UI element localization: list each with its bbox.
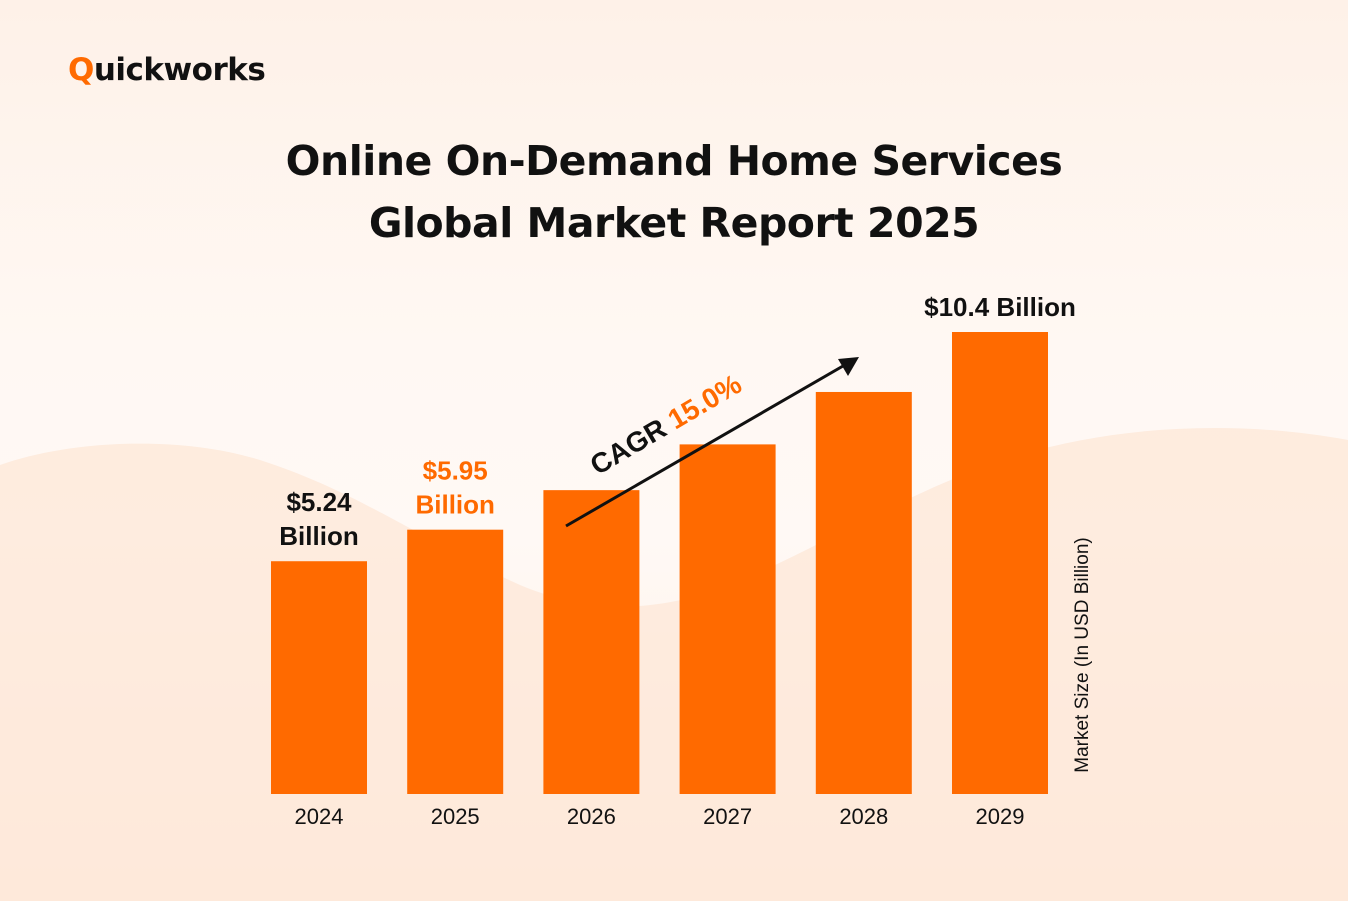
bar-2025 xyxy=(407,529,504,794)
quickworks-logo: Quickworks xyxy=(68,52,266,88)
data-label-2029-line-1: $10.4 Billion xyxy=(924,292,1076,322)
x-tick-label-2024: 2024 xyxy=(295,804,344,829)
data-label-2025-line-2: Billion xyxy=(415,490,494,520)
bar-2024 xyxy=(271,561,367,794)
x-tick-label-2028: 2028 xyxy=(839,804,888,829)
trend-arrow-head-icon xyxy=(838,357,859,376)
title-line-1: Online On-Demand Home Services xyxy=(285,137,1063,185)
data-label-2024-line-2: Billion xyxy=(279,521,358,551)
page-title: Online On-Demand Home Services Global Ma… xyxy=(0,130,1348,254)
x-tick-label-2025: 2025 xyxy=(431,804,480,829)
data-label-2025-line-1: $5.95 xyxy=(423,456,488,486)
x-tick-label-2026: 2026 xyxy=(567,804,616,829)
bar-2029 xyxy=(952,332,1048,794)
x-tick-label-2027: 2027 xyxy=(703,804,752,829)
data-label-2024-line-1: $5.24 xyxy=(286,487,352,517)
x-tick-label-2029: 2029 xyxy=(976,804,1025,829)
logo-q-letter: Q xyxy=(68,52,94,88)
bar-2027 xyxy=(679,444,776,794)
trend-arrow-line xyxy=(565,364,844,528)
y-axis-label: Market Size (In USD Billion) xyxy=(1072,537,1093,773)
logo-text: uickworks xyxy=(93,52,266,88)
bar-2026 xyxy=(543,490,640,794)
title-line-2: Global Market Report 2025 xyxy=(368,199,980,247)
bar-2028 xyxy=(815,391,912,794)
